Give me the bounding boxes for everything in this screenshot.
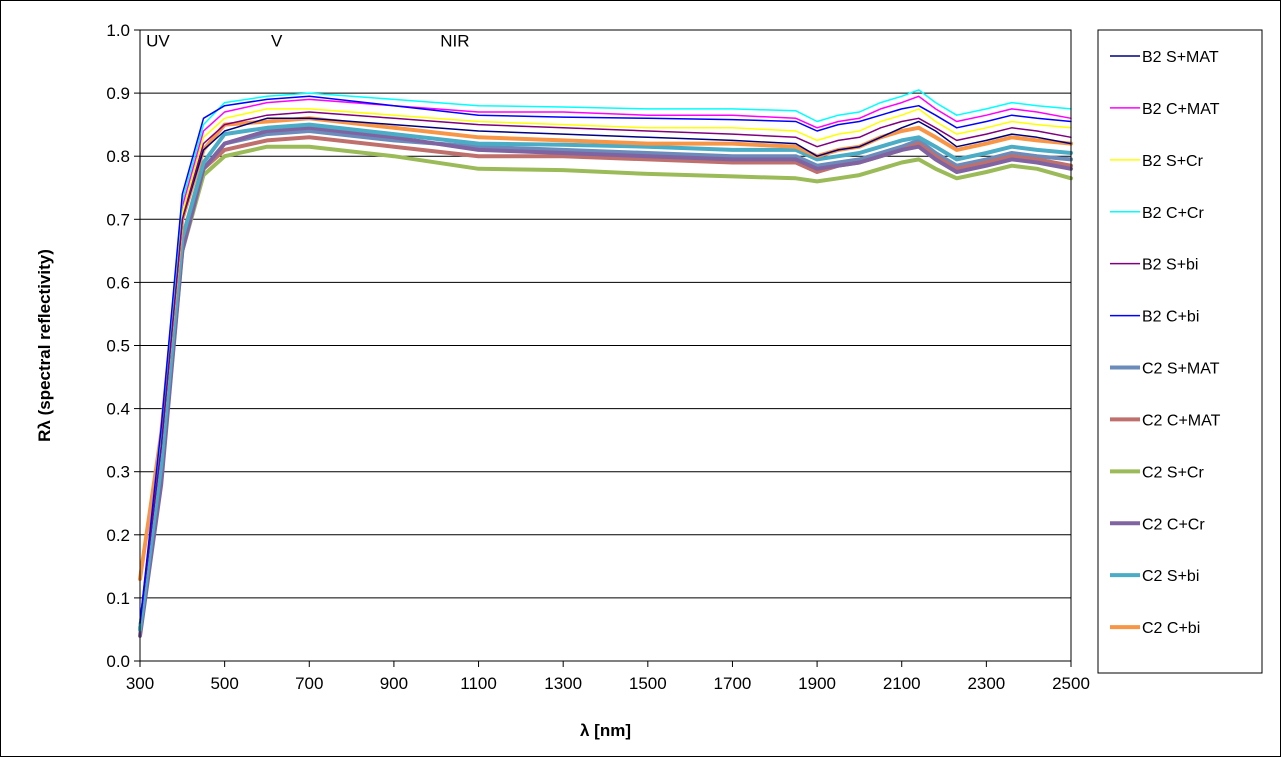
legend-label: C2 C+Cr (1142, 516, 1205, 533)
x-tick-label: 500 (210, 674, 238, 693)
series-line-c2-s-bi (138, 122, 1073, 632)
annotation-layer: UV V NIR (146, 32, 469, 51)
x-tick-label: 2300 (967, 674, 1005, 693)
x-tick-label: 1700 (714, 674, 752, 693)
series-layer (138, 89, 1073, 638)
x-tick-label: 1300 (544, 674, 582, 693)
y-tick-label: 0.9 (106, 84, 130, 103)
y-tick-label: 0.1 (106, 589, 130, 608)
y-tick-label: 0.6 (106, 273, 130, 292)
legend-label: C2 S+Cr (1142, 464, 1204, 481)
y-tick-label: 0.8 (106, 147, 130, 166)
annotation-v: V (271, 32, 283, 51)
series-line-b2-c-bi (139, 95, 1072, 624)
y-tick-label: 0.3 (106, 463, 130, 482)
series-line-b2-s-bi (139, 111, 1072, 624)
legend-label: B2 C+bi (1142, 309, 1199, 326)
y-tick-label: 0.7 (106, 210, 130, 229)
x-tick-label: 2100 (883, 674, 921, 693)
y-tick-label: 0.0 (106, 652, 130, 671)
annotation-uv: UV (146, 32, 170, 51)
legend-label: B2 S+bi (1142, 257, 1198, 274)
y-tick-label: 0.4 (106, 400, 130, 419)
legend: B2 S+MAT B2 C+MAT B2 S+Cr B2 C+Cr B2 S+bi B2 … (1097, 29, 1263, 674)
annotation-nir: NIR (440, 32, 469, 51)
series-line-c2-c-cr (138, 125, 1073, 638)
x-axis-title: λ [nm] (580, 721, 631, 740)
legend-label: B2 S+MAT (1142, 49, 1219, 66)
x-tick-label: 900 (380, 674, 408, 693)
x-tick-label: 1100 (460, 674, 497, 693)
legend-label: B2 C+MAT (1142, 101, 1220, 118)
series-line-c2-c-mat (138, 135, 1073, 632)
legend-label: C2 C+bi (1142, 620, 1200, 637)
legend-label: C2 S+MAT (1142, 361, 1220, 378)
ticks-layer: 0.0 0.1 0.2 0.3 0.4 0.5 0.6 0.7 0.8 0.9 1.0 300 500 7… (106, 21, 1090, 693)
series-line-b2-s-mat (139, 117, 1072, 624)
legend-label: B2 S+Cr (1142, 153, 1204, 170)
y-tick-label: 1.0 (106, 21, 130, 40)
legend-label: C2 C+MAT (1142, 412, 1221, 429)
series-line-b2-c-mat (139, 95, 1072, 624)
grid-layer (140, 92, 1071, 599)
legend-box (1097, 29, 1263, 674)
legend-label: B2 C+Cr (1142, 205, 1204, 222)
series-line-b2-c-cr (139, 89, 1072, 624)
y-axis-title: Rλ (spectral reflectivity) (35, 249, 54, 442)
y-tick-label: 0.5 (106, 337, 130, 356)
series-line-b2-s-cr (139, 108, 1072, 624)
series-line-c2-s-cr (138, 144, 1073, 632)
y-tick-label: 0.2 (106, 526, 130, 545)
x-tick-label: 2500 (1052, 674, 1090, 693)
x-tick-label: 1500 (629, 674, 667, 693)
x-tick-label: 1900 (798, 674, 836, 693)
x-tick-label: 300 (126, 674, 154, 693)
x-tick-label: 700 (295, 674, 323, 693)
legend-label: C2 S+bi (1142, 568, 1199, 585)
